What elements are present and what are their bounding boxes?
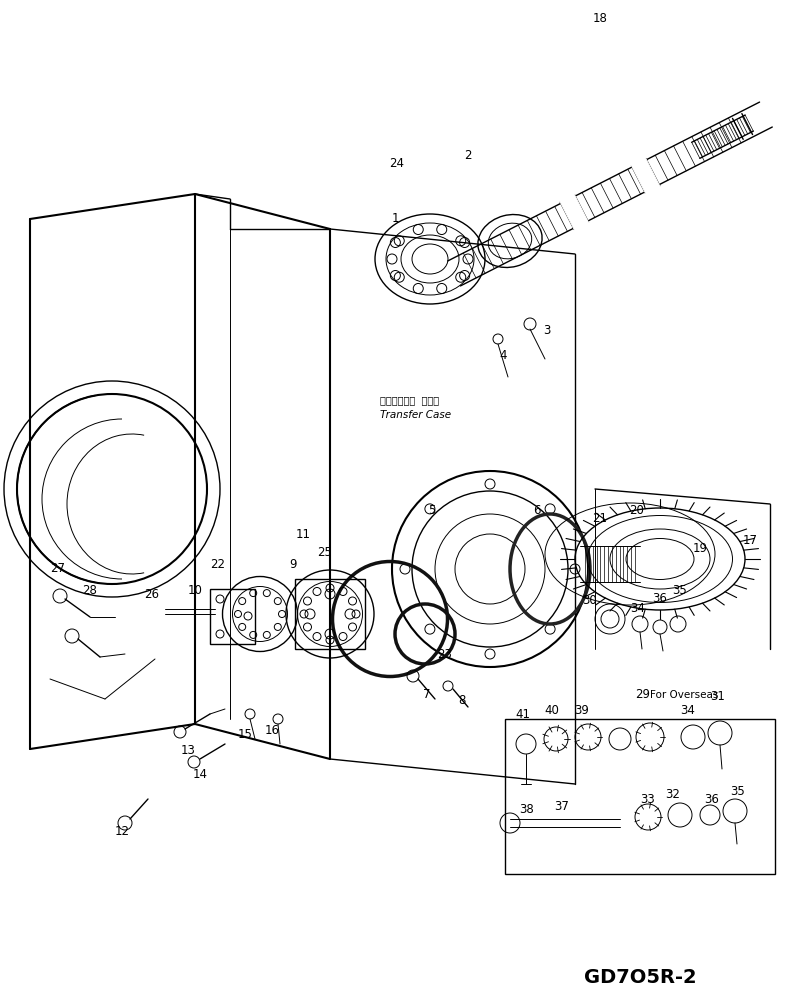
Bar [295,579,365,649]
Text: 17: 17 [743,533,758,546]
Text: 38: 38 [520,803,534,816]
Text: 33: 33 [641,793,655,806]
Text: 20: 20 [630,503,645,516]
Text: 27: 27 [51,561,65,574]
Text: 6: 6 [533,503,541,516]
Text: 37: 37 [555,800,569,813]
Text: 25: 25 [317,546,332,559]
Text: 8: 8 [458,692,466,705]
Text: トランスファ  ケース: トランスファ ケース [380,395,439,405]
Text: Transfer Case: Transfer Case [380,410,451,420]
Text: 39: 39 [575,702,589,715]
Text: 4: 4 [499,348,506,361]
Text: 12: 12 [114,825,130,838]
Text: 14: 14 [192,768,207,781]
Text: 26: 26 [145,588,160,601]
Text: 31: 31 [711,688,725,701]
Text: 41: 41 [515,707,530,720]
Text: 10: 10 [188,583,203,596]
Text: 16: 16 [265,722,280,735]
Bar [505,719,775,874]
Text: For Overseas: For Overseas [650,689,719,699]
Text: 21: 21 [592,511,607,524]
Text: 7: 7 [423,687,431,700]
Text: 28: 28 [83,583,98,596]
Text: 36: 36 [704,793,719,806]
Text: 18: 18 [592,11,607,24]
Text: 19: 19 [692,541,708,554]
Text: GD7O5R-2: GD7O5R-2 [584,968,696,987]
Text: 34: 34 [630,601,646,614]
Text: 29: 29 [635,687,650,700]
Text: 40: 40 [545,702,560,715]
Text: 5: 5 [429,503,436,516]
Text: 34: 34 [681,702,696,715]
Text: 24: 24 [390,156,405,169]
Text: 32: 32 [665,788,681,801]
Text: 30: 30 [583,593,597,606]
Text: 3: 3 [543,324,551,336]
Text: 11: 11 [296,528,311,541]
Polygon shape [559,193,590,232]
Text: 23: 23 [437,648,452,661]
Text: 36: 36 [653,591,668,604]
Text: 13: 13 [180,742,196,756]
Text: 9: 9 [289,558,297,571]
Bar [210,589,255,644]
Text: 15: 15 [238,727,253,740]
Text: 35: 35 [731,785,746,798]
Text: 2: 2 [464,148,471,161]
Text: 22: 22 [211,558,226,571]
Text: 1: 1 [391,211,399,224]
Polygon shape [630,157,661,196]
Text: 35: 35 [673,583,688,596]
